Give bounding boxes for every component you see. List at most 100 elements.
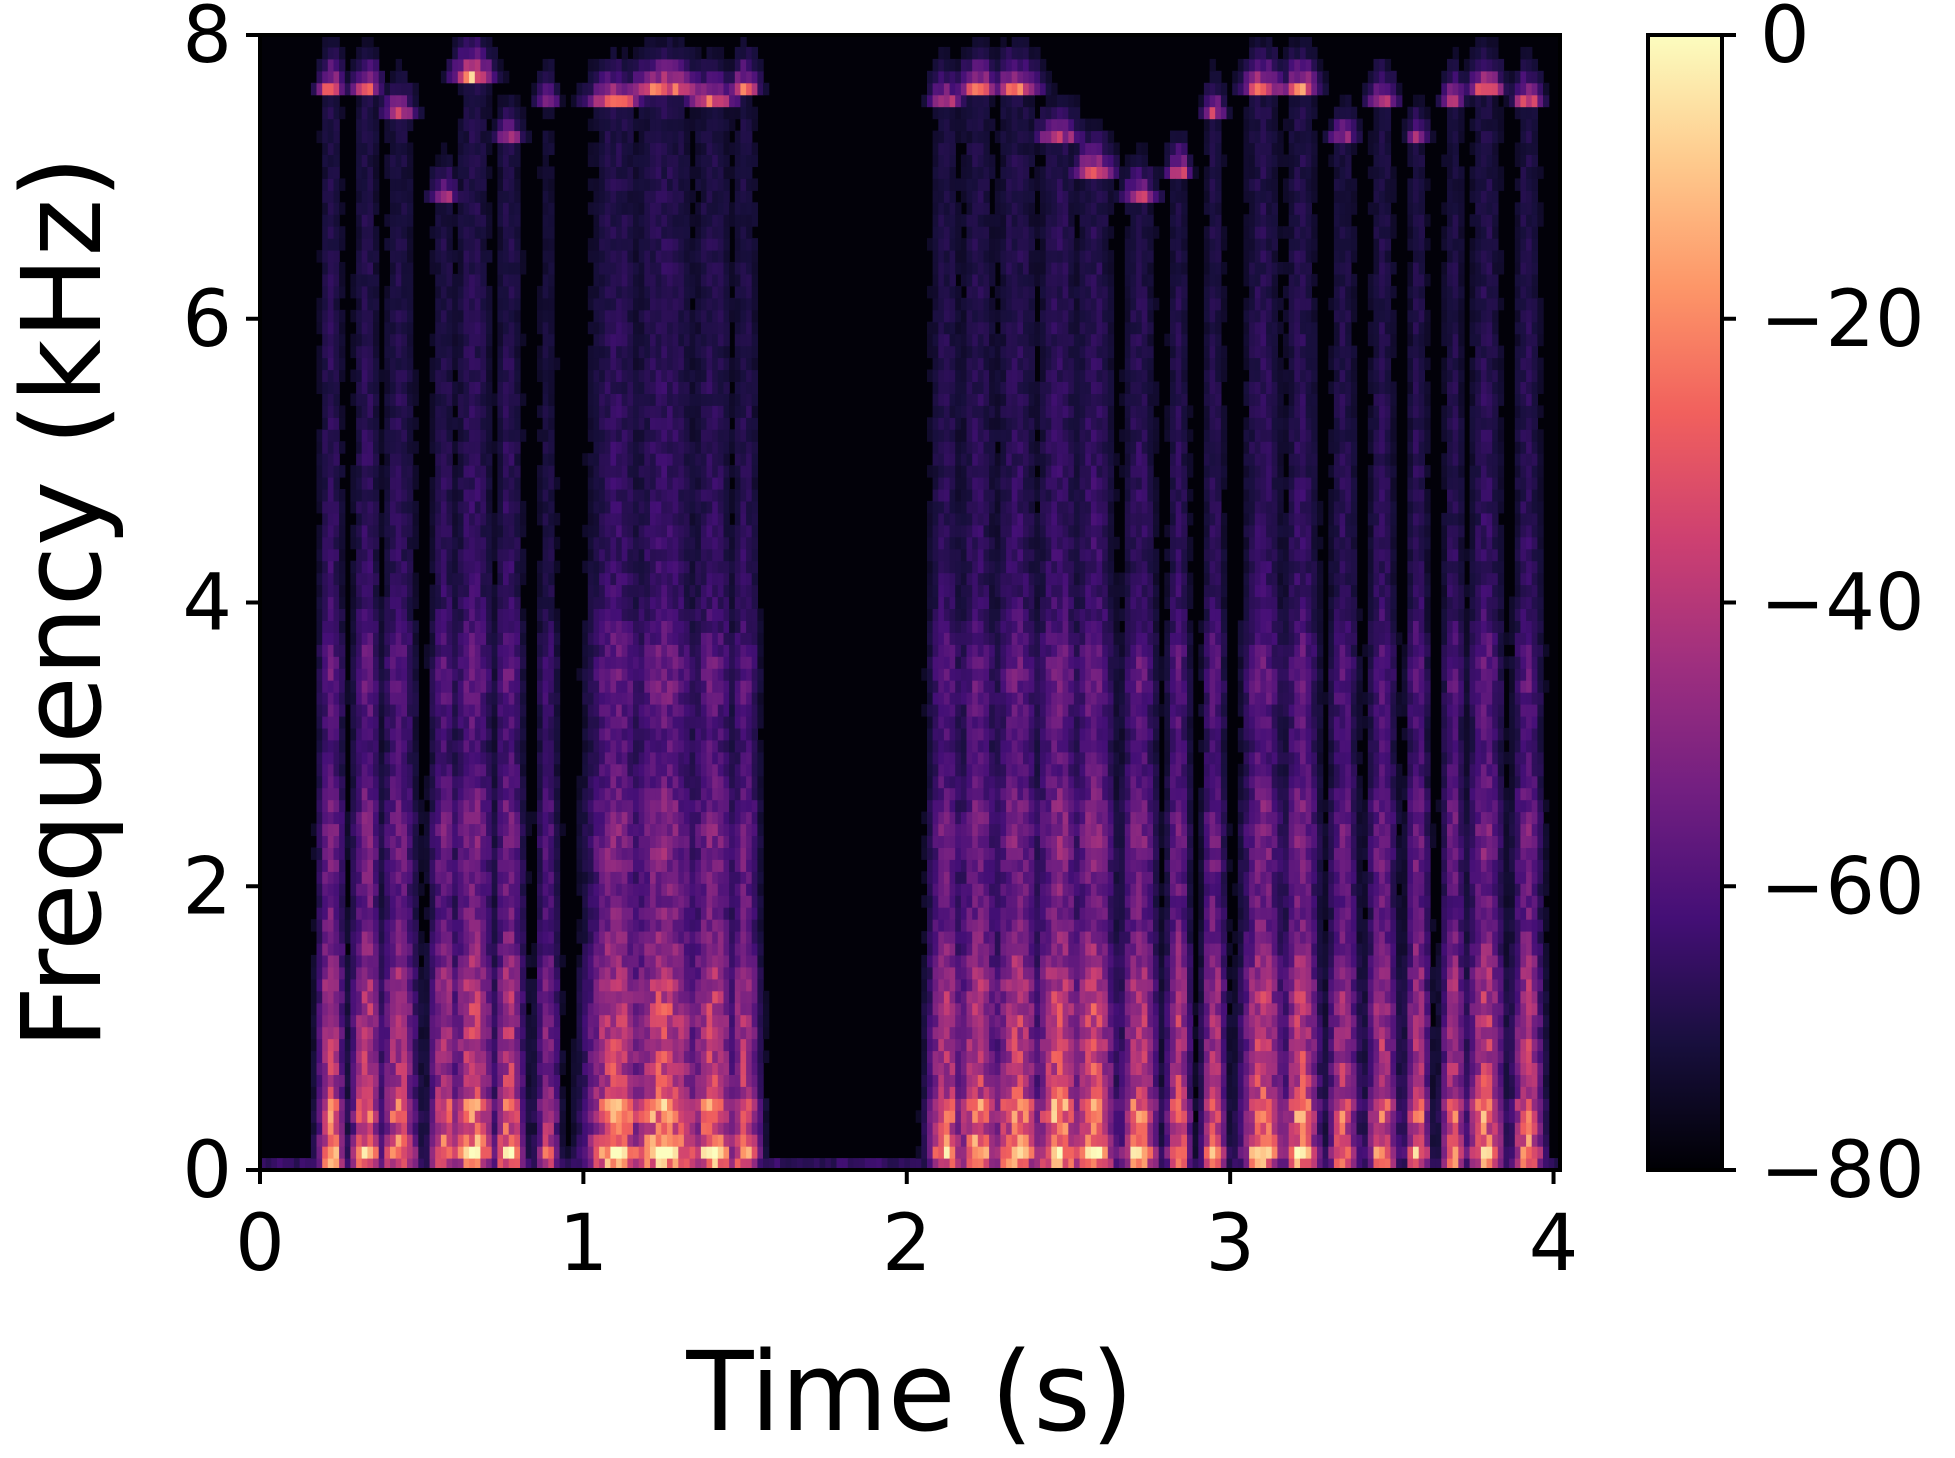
spectrogram-cell [474,453,482,466]
spectrogram-cell [322,716,329,729]
spectrogram-cell [356,895,363,908]
spectrogram-cell [638,214,645,227]
spectrogram-cell [503,94,510,108]
spectrogram-cell [333,1050,340,1063]
spectrogram-cell [644,1002,651,1016]
spectrogram-cell [463,429,470,442]
spectrogram-cell [474,727,482,741]
spectrogram-cell [599,716,606,729]
spectrogram-cell [497,1158,504,1170]
spectrogram-cell [508,847,515,860]
spectrogram-cell [327,656,335,669]
spectrogram-cell [593,477,600,490]
spectrogram-cell [491,847,498,860]
spectrogram-cell [418,1002,425,1016]
spectrogram-cell [356,835,363,848]
spectrogram-cell [638,680,645,693]
spectrogram-cell [508,990,515,1004]
spectrogram-cell [633,512,640,526]
spectrogram-cell [390,489,397,502]
spectrogram-cell [491,859,498,872]
spectrogram-cell [452,620,459,633]
spectrogram-cell [655,680,662,693]
spectrogram-cell [650,943,657,956]
spectrogram-cell [469,238,476,251]
spectrogram-cell [344,1146,352,1159]
spectrogram-cell [599,500,606,514]
spectrogram-cell [650,990,657,1004]
spectrogram-cell [384,166,391,179]
spectrogram-cell [650,668,657,681]
spectrogram-cell [537,1122,544,1135]
spectrogram-cell [655,453,662,466]
spectrogram-cell [650,954,657,968]
spectrogram-cell [497,94,504,108]
spectrogram-cell [638,94,645,108]
spectrogram-cell [542,871,549,884]
spectrogram-cell [452,1086,459,1099]
spectrogram-cell [446,1050,453,1063]
spectrogram-cell [667,178,674,191]
spectrogram-cell [537,297,544,311]
spectrogram-cell [435,931,442,944]
spectrogram-cell [486,130,493,144]
spectrogram-cell [407,859,414,872]
spectrogram-cell [378,106,385,120]
spectrogram-cell [333,46,340,60]
spectrogram-cell [542,202,549,215]
spectrogram-cell [440,262,448,275]
spectrogram-cell [356,405,363,418]
spectrogram-cell [604,381,612,394]
spectrogram-cell [412,704,419,717]
spectrogram-cell [508,1026,515,1040]
spectrogram-cell [497,250,504,263]
spectrogram-cell [390,285,397,299]
spectrogram-cell [373,966,380,980]
spectrogram-cell [633,536,640,550]
spectrogram-cell [356,381,363,394]
spectrogram-cell [350,704,357,717]
spectrogram-cell [384,847,391,860]
spectrogram-cell [661,620,668,633]
spectrogram-cell [327,943,335,956]
spectrogram-cell [373,787,380,801]
spectrogram-cell [452,166,459,179]
spectrogram-cell [650,405,657,418]
spectrogram-cell [310,1122,318,1135]
spectrogram-cell [367,297,374,311]
spectrogram-cell [339,178,346,191]
spectrogram-cell [587,1038,595,1052]
spectrogram-cell [638,536,645,550]
spectrogram-cell [395,859,402,872]
spectrogram-cell [327,560,335,574]
spectrogram-cell [644,680,651,693]
spectrogram-cell [570,1158,578,1170]
spectrogram-cell [610,1146,617,1159]
spectrogram-cell [599,106,606,120]
spectrogram-cell [616,847,623,860]
spectrogram-cell [644,1086,651,1099]
spectrogram-cell [644,990,651,1004]
spectrogram-cell [633,919,640,932]
spectrogram-cell [452,572,459,586]
spectrogram-cell [503,954,510,968]
spectrogram-cell [327,572,335,586]
spectrogram-cell [339,847,346,860]
spectrogram-cell [378,644,385,657]
spectrogram-cell [627,931,634,944]
spectrogram-cell [378,632,385,645]
spectrogram-cell [537,1062,544,1075]
spectrogram-cell [469,1158,476,1170]
spectrogram-cell [672,943,679,956]
spectrogram-cell [367,931,374,944]
spectrogram-cell [457,596,465,609]
spectrogram-cell [316,429,323,442]
spectrogram-cell [463,1026,470,1040]
spectrogram-cell [497,166,504,179]
spectrogram-cell [491,787,498,801]
spectrogram-cell [322,763,329,777]
spectrogram-cell [633,369,640,382]
spectrogram-cell [644,1146,651,1159]
spectrogram-cell [616,477,623,490]
spectrogram-cell [480,692,487,705]
